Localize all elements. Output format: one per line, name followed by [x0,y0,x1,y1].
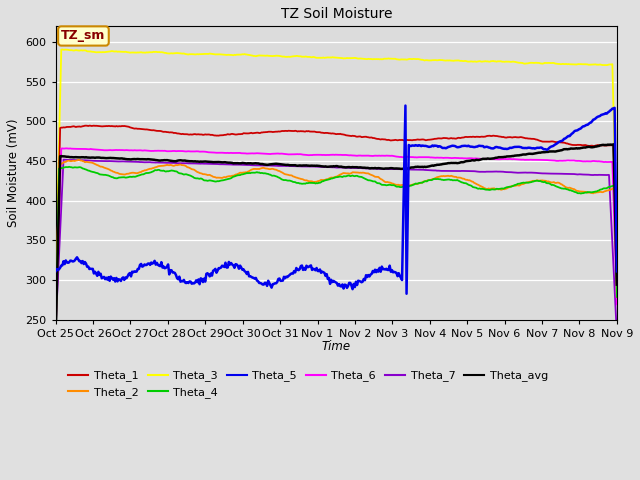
Theta_1 [323,130,330,136]
Theta_avg [318,163,326,169]
Theta_5 [514,144,522,150]
Theta_1 [356,133,364,139]
Theta_2 [356,170,364,176]
Legend: Theta_1, Theta_2, Theta_3, Theta_4, Theta_5, Theta_6, Theta_7, Theta_avg: Theta_1, Theta_2, Theta_3, Theta_4, Thet… [64,366,552,402]
Theta_7 [613,332,621,338]
Theta_7 [323,164,330,170]
X-axis label: Time: Time [322,340,351,353]
Theta_6 [356,153,364,158]
Theta_2 [601,189,609,194]
Theta_2 [613,294,621,300]
Theta_3 [52,281,60,287]
Line: Theta_3: Theta_3 [56,49,617,284]
Line: Theta_1: Theta_1 [56,126,617,323]
Theta_4 [319,178,327,184]
Theta_6 [613,301,621,307]
Theta_avg [613,282,621,288]
Theta_avg [322,164,330,169]
Theta_3 [323,55,330,60]
Line: Theta_avg: Theta_avg [56,144,617,337]
Theta_2 [323,176,330,182]
Theta_5 [52,268,60,274]
Theta_5 [355,278,363,284]
Theta_6 [387,153,395,159]
Title: TZ Soil Moisture: TZ Soil Moisture [280,7,392,21]
Theta_7 [513,170,520,176]
Line: Theta_2: Theta_2 [56,160,617,341]
Theta_avg [386,166,394,171]
Theta_7 [356,165,364,171]
Theta_3 [356,56,364,61]
Theta_3 [59,47,67,52]
Theta_7 [319,164,327,170]
Theta_avg [600,142,607,148]
Theta_6 [63,145,71,151]
Theta_7 [601,172,609,178]
Theta_7 [387,166,395,172]
Line: Theta_4: Theta_4 [56,167,617,343]
Theta_7 [60,156,67,162]
Theta_6 [52,331,60,336]
Theta_6 [601,159,609,165]
Theta_4 [356,174,364,180]
Theta_1 [601,143,609,148]
Theta_6 [323,152,330,158]
Theta_5 [318,269,326,275]
Theta_avg [52,335,60,340]
Theta_4 [601,185,609,191]
Theta_5 [613,268,621,274]
Theta_5 [403,291,410,297]
Theta_2 [513,182,520,188]
Theta_2 [74,157,82,163]
Theta_5 [386,263,394,268]
Theta_5 [602,110,609,116]
Theta_avg [610,142,618,147]
Theta_1 [52,320,60,326]
Theta_4 [65,164,73,170]
Theta_1 [387,138,395,144]
Theta_5 [322,273,330,279]
Line: Theta_7: Theta_7 [56,159,617,335]
Theta_3 [613,242,621,248]
Theta_2 [52,338,60,344]
Theta_2 [319,177,327,183]
Theta_3 [387,56,395,61]
Theta_1 [613,282,621,288]
Theta_3 [319,55,327,60]
Theta_avg [512,153,520,158]
Theta_2 [387,180,395,186]
Theta_1 [86,123,93,129]
Theta_4 [52,340,60,346]
Theta_6 [319,152,327,158]
Theta_4 [513,181,520,187]
Line: Theta_5: Theta_5 [56,106,617,294]
Theta_3 [601,62,609,68]
Theta_3 [513,60,520,65]
Line: Theta_6: Theta_6 [56,148,617,334]
Theta_1 [319,130,327,136]
Theta_7 [52,324,60,330]
Text: TZ_sm: TZ_sm [61,29,106,43]
Theta_4 [613,294,621,300]
Theta_avg [355,165,363,170]
Theta_4 [387,182,395,188]
Y-axis label: Soil Moisture (mV): Soil Moisture (mV) [7,119,20,227]
Theta_4 [323,177,330,183]
Theta_5 [401,103,409,108]
Theta_6 [513,156,520,162]
Theta_1 [513,134,520,140]
